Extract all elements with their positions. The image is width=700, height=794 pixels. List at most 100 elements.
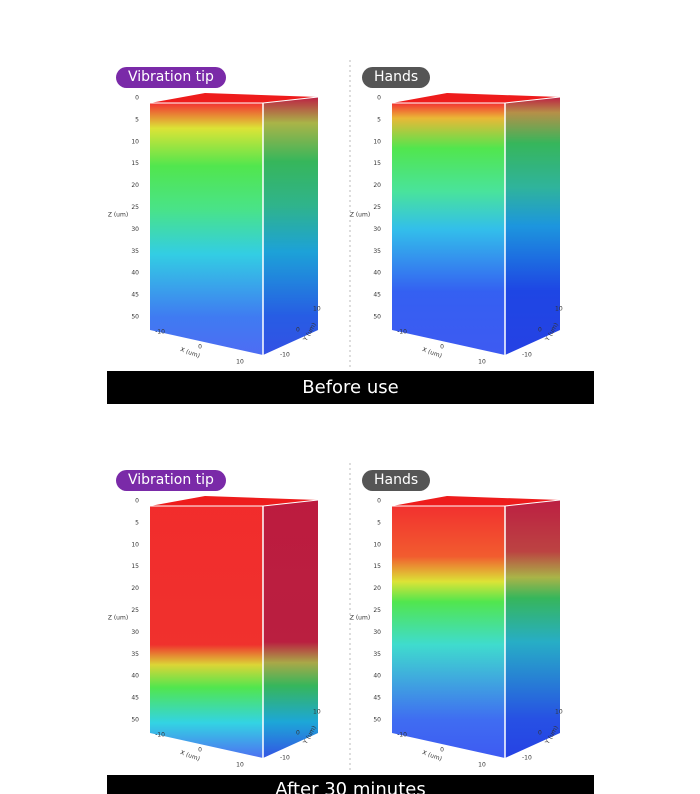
z-tick-label: 40: [131, 673, 139, 680]
box-top: [392, 496, 560, 506]
box-front: [392, 506, 505, 758]
y-tick-label: 10: [313, 306, 321, 313]
y-tick-label: 10: [555, 709, 563, 716]
box-top: [150, 496, 318, 506]
z-tick-label: 35: [131, 248, 139, 255]
z-tick-label: 20: [373, 585, 381, 592]
badge: Hands: [362, 67, 431, 88]
z-tick-label: 5: [377, 519, 381, 526]
box-side-shade: [505, 500, 560, 758]
z-tick-label: 40: [131, 270, 139, 277]
z-tick-label: 15: [131, 563, 139, 570]
z-tick-label: 35: [373, 248, 381, 255]
z-tick-label: 50: [373, 717, 381, 724]
y-tick-label: 0: [296, 730, 300, 737]
z-axis-label: Z (um): [108, 615, 128, 622]
z-tick-label: 25: [131, 607, 139, 614]
z-tick-label: 5: [135, 116, 139, 123]
box-edge: [150, 499, 319, 507]
y-tick-label: -10: [280, 352, 290, 359]
box-side: [263, 500, 318, 758]
z-tick-label: 25: [373, 204, 381, 211]
z-tick-label: 45: [131, 695, 139, 702]
x-tick-label: 0: [198, 344, 202, 351]
y-tick-label: 0: [296, 327, 300, 334]
box-front: [150, 103, 263, 355]
y-tick-label: 10: [313, 709, 321, 716]
y-tick-label: 10: [555, 306, 563, 313]
x-tick-label: -10: [397, 329, 407, 336]
box-top: [392, 93, 560, 103]
z-tick-label: 10: [131, 541, 139, 548]
z-tick-label: 10: [373, 541, 381, 548]
y-tick-label: -10: [522, 755, 532, 762]
box-front: [392, 103, 505, 355]
z-tick-label: 30: [131, 226, 139, 233]
box-top: [150, 93, 318, 103]
z-axis-label: Z (um): [350, 615, 370, 622]
badge: Vibration tip: [116, 67, 226, 88]
z-tick-label: 0: [377, 498, 381, 505]
box-side-shade: [263, 97, 318, 355]
box-side: [505, 97, 560, 355]
z-tick-label: 50: [131, 314, 139, 321]
z-tick-label: 20: [131, 182, 139, 189]
z-tick-label: 5: [377, 116, 381, 123]
badge: Vibration tip: [116, 470, 226, 491]
badge: Hands: [362, 470, 431, 491]
y-tick-label: 0: [538, 327, 542, 334]
z-tick-label: 0: [135, 498, 139, 505]
box-side: [263, 97, 318, 355]
z-tick-label: 0: [377, 95, 381, 102]
z-tick-label: 50: [373, 314, 381, 321]
z-tick-label: 20: [131, 585, 139, 592]
x-tick-label: 0: [198, 747, 202, 754]
z-tick-label: 15: [131, 160, 139, 167]
box-side-shade: [263, 500, 318, 758]
z-axis-label: Z (um): [350, 212, 370, 219]
z-tick-label: 30: [373, 226, 381, 233]
z-axis-label: Z (um): [108, 212, 128, 219]
box-side: [505, 500, 560, 758]
z-tick-label: 35: [131, 651, 139, 658]
z-tick-label: 25: [131, 204, 139, 211]
box-side-shade: [505, 97, 560, 355]
z-tick-label: 40: [373, 270, 381, 277]
z-tick-label: 40: [373, 673, 381, 680]
caption: After 30 minutes: [107, 775, 594, 794]
z-tick-label: 5: [135, 519, 139, 526]
box-edge: [392, 499, 561, 507]
z-tick-label: 25: [373, 607, 381, 614]
z-tick-label: 0: [135, 95, 139, 102]
z-tick-label: 45: [131, 292, 139, 299]
x-tick-label: -10: [397, 732, 407, 739]
z-tick-label: 35: [373, 651, 381, 658]
y-tick-label: -10: [522, 352, 532, 359]
y-tick-label: 0: [538, 730, 542, 737]
x-tick-label: 10: [236, 359, 244, 366]
z-tick-label: 30: [131, 629, 139, 636]
z-tick-label: 10: [373, 138, 381, 145]
x-tick-label: -10: [155, 329, 165, 336]
x-tick-label: 0: [440, 344, 444, 351]
z-tick-label: 50: [131, 717, 139, 724]
y-tick-label: -10: [280, 755, 290, 762]
z-tick-label: 45: [373, 695, 381, 702]
x-tick-label: 10: [236, 762, 244, 769]
box-edge: [392, 96, 561, 104]
z-tick-label: 20: [373, 182, 381, 189]
z-tick-label: 15: [373, 563, 381, 570]
x-tick-label: 10: [478, 762, 486, 769]
z-tick-label: 45: [373, 292, 381, 299]
z-tick-label: 15: [373, 160, 381, 167]
x-tick-label: -10: [155, 732, 165, 739]
box-front: [150, 506, 263, 758]
x-tick-label: 0: [440, 747, 444, 754]
z-tick-label: 10: [131, 138, 139, 145]
caption: Before use: [107, 371, 594, 404]
z-tick-label: 30: [373, 629, 381, 636]
box-edge: [150, 96, 319, 104]
x-tick-label: 10: [478, 359, 486, 366]
